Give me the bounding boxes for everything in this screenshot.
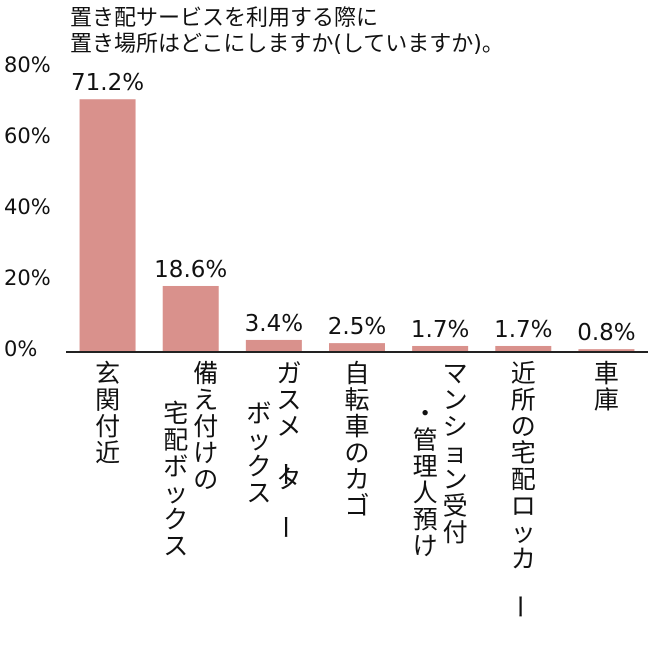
data-label: 0.8% (577, 320, 635, 346)
y-tick-label: 40% (4, 195, 51, 219)
bar (162, 285, 219, 352)
category-label: 自転車のカゴ (344, 359, 369, 521)
bar (578, 349, 635, 352)
value-labels: 71.2% 18.6% 3.4% 2.5% 1.7% 1.7% 0.8% (71, 70, 636, 346)
category-label: 備え付けの (193, 359, 218, 494)
data-label: 3.4% (245, 311, 303, 337)
chart-title: 置き配サービスを利用する際に 置き場所はどこにしますか(していますか)。 (70, 6, 504, 57)
y-tick-label: 60% (4, 124, 51, 148)
y-tick-label: 80% (4, 53, 51, 77)
y-axis-ticks: 0% 20% 40% 60% 80% (4, 53, 51, 361)
bar (412, 345, 469, 352)
category-label: ・管理人預け (413, 399, 438, 561)
bar (495, 345, 552, 352)
category-label: 車庫 (594, 359, 619, 415)
category-label: ガスメーター (270, 359, 301, 540)
bar (329, 343, 385, 352)
category-label: マンション受付 (443, 359, 468, 547)
category-label: 玄関付近 (95, 359, 120, 468)
bars (79, 99, 635, 353)
data-label: 18.6% (154, 257, 227, 283)
y-tick-label: 20% (4, 266, 51, 290)
chart-title-line-1: 置き配サービスを利用する際に (70, 6, 378, 31)
bar (245, 339, 302, 352)
data-label: 1.7% (494, 317, 552, 343)
y-tick-label: 0% (4, 337, 37, 361)
category-label: ボックス (246, 399, 271, 508)
data-label: 1.7% (411, 317, 469, 343)
category-label: 近所の宅配ロッカー (505, 359, 536, 619)
chart-title-line-2: 置き場所はどこにしますか(していますか)。 (70, 32, 504, 57)
data-label: 71.2% (71, 70, 144, 96)
data-label: 2.5% (328, 314, 386, 340)
bar (79, 99, 136, 353)
category-label: 宅配ボックス (163, 399, 188, 561)
